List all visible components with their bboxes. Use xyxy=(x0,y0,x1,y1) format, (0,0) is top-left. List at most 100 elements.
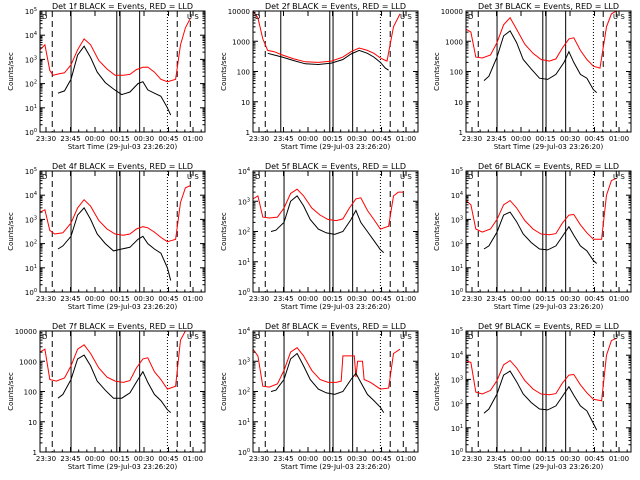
y-axis-label: Counts/sec xyxy=(433,212,441,251)
y-tick-label: 101 xyxy=(451,424,463,433)
x-tick-label: 00:45 xyxy=(584,455,604,463)
lld-series-line xyxy=(252,347,401,390)
y-tick-label: 102 xyxy=(25,240,37,249)
x-tick-label: 00:00 xyxy=(298,135,318,143)
y-tick-label: 103 xyxy=(451,215,463,224)
lld-series-line xyxy=(252,10,401,63)
events-series-line xyxy=(483,370,598,431)
x-tick-label: 23:30 xyxy=(462,135,482,143)
y-tick-label: 1000 xyxy=(19,358,37,366)
corner-marker-left: D xyxy=(255,173,260,181)
x-tick-label: 23:30 xyxy=(462,295,482,303)
x-tick-label: 00:30 xyxy=(347,295,367,303)
detector-panel: Det 1f BLACK = Events, RED = LLD 100 101 10… xyxy=(7,2,206,151)
x-tick-label: 23:30 xyxy=(36,295,56,303)
corner-marker-right: U S xyxy=(400,173,412,181)
x-tick-label: 01:00 xyxy=(396,455,416,463)
x-tick-label: 01:00 xyxy=(183,135,203,143)
y-tick-label: 10 xyxy=(28,419,37,427)
x-tick-label: 00:00 xyxy=(298,295,318,303)
y-tick-label: 104 xyxy=(238,167,250,176)
events-series-line xyxy=(483,30,598,93)
corner-marker-left: D xyxy=(468,173,473,181)
y-tick-label: 1 xyxy=(246,129,250,137)
lld-series-line xyxy=(39,185,191,243)
events-series-line xyxy=(270,352,385,413)
x-tick-label: 01:00 xyxy=(609,135,629,143)
plot-frame xyxy=(465,170,632,293)
y-tick-label: 102 xyxy=(451,240,463,249)
panel-title: Det 9f BLACK = Events, RED = LLD xyxy=(478,322,619,331)
x-tick-label: 00:30 xyxy=(347,455,367,463)
x-tick-label: 23:30 xyxy=(462,455,482,463)
x-tick-label: 23:45 xyxy=(60,455,80,463)
x-tick-label: 00:45 xyxy=(584,135,604,143)
x-tick-label: 00:45 xyxy=(371,135,391,143)
x-tick-label: 00:15 xyxy=(109,295,129,303)
detector-panel: Det 8f BLACK = Events, RED = LLD 100 101 10… xyxy=(220,322,419,471)
x-tick-label: 23:45 xyxy=(60,135,80,143)
x-tick-label: 00:00 xyxy=(85,135,105,143)
detector-panel: Det 5f BLACK = Events, RED = LLD 100 101 10… xyxy=(220,162,419,311)
y-tick-label: 104 xyxy=(451,191,463,200)
x-axis-label: Start Time (29-Jul-03 23:26:20) xyxy=(68,143,178,151)
corner-marker-right: U S xyxy=(613,333,625,341)
events-series-line xyxy=(483,211,598,264)
x-tick-label: 01:00 xyxy=(396,135,416,143)
x-tick-label: 23:45 xyxy=(486,455,506,463)
corner-marker-left: D xyxy=(255,13,260,21)
y-tick-label: 101 xyxy=(238,258,250,267)
corner-marker-left: D xyxy=(42,333,47,341)
y-tick-label: 103 xyxy=(451,375,463,384)
y-tick-label: 105 xyxy=(25,167,37,176)
plot-frame xyxy=(39,170,206,293)
x-tick-label: 23:45 xyxy=(486,295,506,303)
corner-marker-left: D xyxy=(255,333,260,341)
x-axis-label: Start Time (29-Jul-03 23:26:20) xyxy=(494,143,604,151)
panel-title: Det 6f BLACK = Events, RED = LLD xyxy=(478,162,619,171)
y-axis-label: Counts/sec xyxy=(220,52,228,91)
panel-title: Det 7f BLACK = Events, RED = LLD xyxy=(52,322,193,331)
x-tick-label: 00:15 xyxy=(322,295,342,303)
y-tick-label: 103 xyxy=(25,215,37,224)
y-tick-label: 102 xyxy=(238,388,250,397)
y-tick-label: 100 xyxy=(24,389,37,397)
y-axis-label: Counts/sec xyxy=(220,212,228,251)
y-axis-label: Counts/sec xyxy=(7,372,15,411)
events-series-line xyxy=(270,195,385,253)
y-tick-label: 101 xyxy=(25,264,37,273)
x-tick-label: 00:15 xyxy=(535,455,555,463)
y-tick-label: 100 xyxy=(451,288,463,297)
x-axis-label: Start Time (29-Jul-03 23:26:20) xyxy=(68,303,178,311)
x-tick-label: 00:45 xyxy=(584,295,604,303)
x-tick-label: 00:00 xyxy=(511,135,531,143)
y-tick-label: 105 xyxy=(451,167,463,176)
x-tick-label: 00:00 xyxy=(511,295,531,303)
plot-frame xyxy=(465,330,632,453)
y-tick-label: 10000 xyxy=(441,8,463,16)
x-tick-label: 23:30 xyxy=(249,135,269,143)
x-tick-label: 00:15 xyxy=(535,135,555,143)
x-tick-label: 00:30 xyxy=(560,135,580,143)
corner-marker-right: U S xyxy=(187,333,199,341)
y-tick-label: 100 xyxy=(238,288,250,297)
x-tick-label: 00:15 xyxy=(109,455,129,463)
x-tick-label: 23:30 xyxy=(36,135,56,143)
y-tick-label: 100 xyxy=(25,128,37,137)
y-tick-label: 1000 xyxy=(445,38,463,46)
x-tick-label: 00:45 xyxy=(158,135,178,143)
x-tick-label: 23:45 xyxy=(273,295,293,303)
y-tick-label: 100 xyxy=(238,448,250,457)
y-tick-label: 100 xyxy=(451,448,463,457)
x-tick-label: 23:30 xyxy=(36,455,56,463)
panel-title: Det 4f BLACK = Events, RED = LLD xyxy=(52,162,193,171)
panel-title: Det 3f BLACK = Events, RED = LLD xyxy=(478,2,619,11)
x-tick-label: 00:15 xyxy=(322,455,342,463)
x-tick-label: 00:45 xyxy=(371,455,391,463)
corner-marker-right: U S xyxy=(613,173,625,181)
x-axis-label: Start Time (29-Jul-03 23:26:20) xyxy=(494,463,604,471)
lld-series-line xyxy=(39,18,191,83)
x-tick-label: 00:30 xyxy=(134,295,154,303)
x-tick-label: 00:45 xyxy=(158,455,178,463)
detector-panel: Det 2f BLACK = Events, RED = LLD 1 10 100 10… xyxy=(220,2,419,151)
